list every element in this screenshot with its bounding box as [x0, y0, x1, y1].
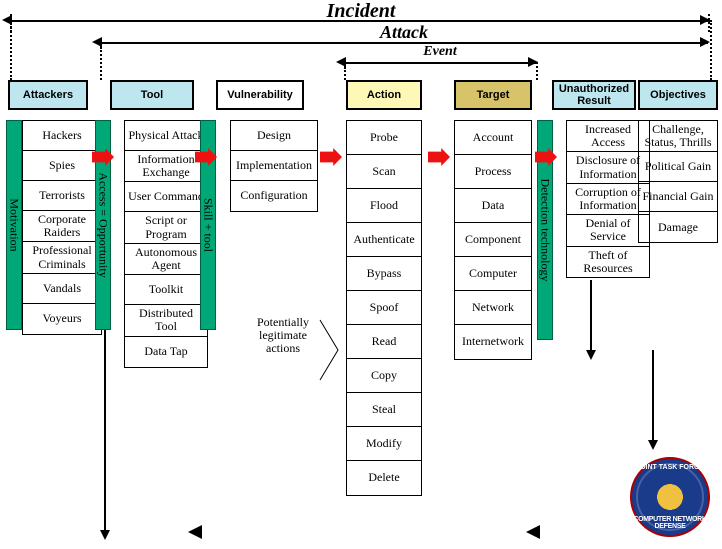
header-vulnerability: Vulnerability [216, 80, 304, 110]
vbar-motivation: Motivation [6, 120, 22, 330]
row-result: Denial of Service [567, 215, 649, 246]
row-result: Theft of Resources [567, 247, 649, 277]
row-attackers: Terrorists [23, 181, 101, 211]
row-action: Steal [347, 393, 421, 427]
left-triangle [188, 525, 202, 539]
row-objectives: Financial Gain [639, 182, 717, 212]
header-objectives: Objectives [638, 80, 718, 110]
row-target: Data [455, 189, 531, 223]
jtf-seal: JOINT TASK FORCE COMPUTER NETWORK DEFENS… [630, 457, 710, 537]
header-result: Unauthorized Result [552, 80, 636, 110]
row-vulnerability: Implementation [231, 151, 317, 181]
seal-text: JOINT TASK FORCE COMPUTER NETWORK DEFENS… [632, 459, 708, 535]
row-tool: Toolkit [125, 275, 207, 305]
row-target: Network [455, 291, 531, 325]
row-action: Probe [347, 121, 421, 155]
row-action: Delete [347, 461, 421, 495]
row-target: Component [455, 223, 531, 257]
connector-red [320, 148, 342, 166]
vdot [344, 62, 346, 80]
vbar-label-skill: Skill + tool [201, 198, 216, 252]
table-vulnerability: DesignImplementationConfiguration [230, 120, 318, 212]
vbar-label-motivation: Motivation [7, 198, 22, 251]
row-attackers: Professional Criminals [23, 242, 101, 273]
row-target: Computer [455, 257, 531, 291]
row-action: Copy [347, 359, 421, 393]
vbar-label-detect: Detection technology [538, 179, 553, 282]
row-attackers: Vandals [23, 274, 101, 304]
left-triangle [526, 525, 540, 539]
header-target: Target [454, 80, 532, 110]
row-action: Read [347, 325, 421, 359]
seal-top-text: JOINT TASK FORCE [632, 464, 708, 471]
row-target: Account [455, 121, 531, 155]
down-arrow [104, 330, 106, 530]
row-vulnerability: Configuration [231, 181, 317, 211]
table-objectives: Challenge, Status, ThrillsPolitical Gain… [638, 120, 718, 243]
row-tool: Script or Program [125, 212, 207, 243]
row-action: Modify [347, 427, 421, 461]
row-action: Scan [347, 155, 421, 189]
vdot [710, 20, 712, 80]
row-objectives: Political Gain [639, 152, 717, 182]
row-target: Internetwork [455, 325, 531, 359]
header-action: Action [346, 80, 422, 110]
row-result: Increased Access [567, 121, 649, 152]
row-tool: Data Tap [125, 337, 207, 367]
row-target: Process [455, 155, 531, 189]
header-tool: Tool [110, 80, 194, 110]
row-action: Bypass [347, 257, 421, 291]
note-legit: Potentially legitimate actions [248, 316, 318, 356]
header-attackers: Attackers [8, 80, 88, 110]
row-attackers: Hackers [23, 121, 101, 151]
row-result: Disclosure of Information [567, 152, 649, 183]
row-tool: Distributed Tool [125, 305, 207, 336]
row-action: Spoof [347, 291, 421, 325]
row-action: Flood [347, 189, 421, 223]
row-vulnerability: Design [231, 121, 317, 151]
row-tool: Information Exchange [125, 151, 207, 182]
row-objectives: Challenge, Status, Thrills [639, 121, 717, 152]
scope-event-bracket [344, 62, 536, 64]
row-attackers: Voyeurs [23, 304, 101, 334]
table-target: AccountProcessDataComponentComputerNetwo… [454, 120, 532, 360]
note-brace [318, 300, 348, 400]
vbar-skill: Skill + tool [200, 120, 216, 330]
vdot [10, 20, 12, 80]
note-legit-text: Potentially legitimate actions [257, 315, 309, 355]
scope-attack-arrow-r [700, 37, 710, 47]
row-tool: User Command [125, 182, 207, 212]
vdot [100, 42, 102, 80]
vbar-label-access: Access = Opportunity [96, 172, 111, 277]
row-tool: Physical Attack [125, 121, 207, 151]
table-action: ProbeScanFloodAuthenticateBypassSpoofRea… [346, 120, 422, 496]
row-action: Authenticate [347, 223, 421, 257]
row-attackers: Spies [23, 151, 101, 181]
scope-event-label: Event [344, 44, 536, 60]
down-arrow [590, 280, 592, 350]
scope-attack-label: Attack [96, 22, 712, 43]
row-objectives: Damage [639, 212, 717, 242]
row-attackers: Corporate Raiders [23, 211, 101, 242]
table-attackers: HackersSpiesTerroristsCorporate RaidersP… [22, 120, 102, 335]
connector-red [428, 148, 450, 166]
seal-bottom-text: COMPUTER NETWORK DEFENSE [632, 516, 708, 530]
down-arrow [652, 350, 654, 440]
row-result: Corruption of Information [567, 184, 649, 215]
row-tool: Autonomous Agent [125, 244, 207, 275]
vdot [536, 62, 538, 80]
